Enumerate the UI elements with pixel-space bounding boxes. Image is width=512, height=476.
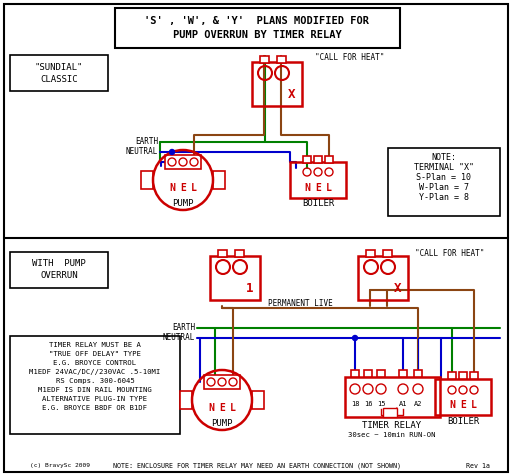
Text: A2: A2 [414, 401, 422, 407]
Text: W-Plan = 7: W-Plan = 7 [419, 182, 469, 191]
Bar [204, 375, 240, 389]
Text: CLASSIC: CLASSIC [40, 75, 78, 83]
Bar [388, 148, 500, 216]
Text: X: X [288, 89, 296, 101]
Text: WITH  PUMP: WITH PUMP [32, 259, 86, 268]
Bar [383, 408, 397, 417]
Text: BOILER: BOILER [447, 416, 479, 426]
Bar [351, 370, 359, 377]
Circle shape [169, 149, 175, 155]
Bar [260, 56, 269, 63]
Bar [470, 372, 478, 379]
Text: BOILER: BOILER [302, 199, 334, 208]
Text: (c) BravySc 2009: (c) BravySc 2009 [30, 464, 90, 468]
Bar [414, 370, 422, 377]
Bar [165, 155, 201, 169]
Bar [345, 377, 440, 417]
Bar [303, 156, 311, 163]
Bar [218, 250, 227, 257]
Text: E.G. BROYCE CONTROL: E.G. BROYCE CONTROL [53, 360, 137, 366]
Text: "SUNDIAL": "SUNDIAL" [35, 62, 83, 71]
Text: TIMER RELAY: TIMER RELAY [362, 420, 421, 429]
Text: PUMP: PUMP [211, 419, 233, 428]
Text: E: E [315, 183, 321, 193]
Bar [358, 256, 408, 300]
Bar [325, 156, 333, 163]
Text: L: L [191, 183, 197, 193]
Text: X: X [394, 282, 402, 296]
Bar [10, 55, 108, 91]
Bar [115, 8, 400, 48]
Text: E: E [460, 400, 466, 410]
Text: N: N [208, 403, 214, 413]
Bar [210, 256, 260, 300]
Text: S-Plan = 10: S-Plan = 10 [416, 172, 472, 181]
Text: N: N [169, 183, 175, 193]
Text: 18: 18 [351, 401, 359, 407]
Text: E: E [180, 183, 186, 193]
Bar [180, 391, 192, 409]
Bar [314, 156, 322, 163]
Text: ALTERNATIVE PLUG-IN TYPE: ALTERNATIVE PLUG-IN TYPE [42, 396, 147, 402]
Text: 30sec ~ 10min RUN-ON: 30sec ~ 10min RUN-ON [348, 432, 436, 438]
Text: NEUTRAL: NEUTRAL [125, 148, 158, 157]
Text: NEUTRAL: NEUTRAL [163, 334, 195, 343]
Text: Rev 1a: Rev 1a [466, 463, 490, 469]
Bar [252, 62, 302, 106]
Text: L: L [326, 183, 332, 193]
Text: E.G. BROYCE B8DF OR B1DF: E.G. BROYCE B8DF OR B1DF [42, 405, 147, 411]
Bar [459, 372, 467, 379]
Text: PUMP OVERRUN BY TIMER RELAY: PUMP OVERRUN BY TIMER RELAY [173, 30, 342, 40]
Text: EARTH: EARTH [172, 324, 195, 333]
Text: E: E [219, 403, 225, 413]
Bar [277, 56, 286, 63]
Text: M1EDF IS DIN RAIL MOUNTING: M1EDF IS DIN RAIL MOUNTING [38, 387, 152, 393]
Bar [366, 250, 375, 257]
Text: NOTE:: NOTE: [432, 152, 457, 161]
Text: N: N [449, 400, 455, 410]
Bar [10, 336, 180, 434]
Bar [141, 171, 153, 189]
Text: "CALL FOR HEAT": "CALL FOR HEAT" [315, 52, 385, 61]
Text: NOTE: ENCLOSURE FOR TIMER RELAY MAY NEED AN EARTH CONNECTION (NOT SHOWN): NOTE: ENCLOSURE FOR TIMER RELAY MAY NEED… [113, 463, 401, 469]
Text: Y-Plan = 8: Y-Plan = 8 [419, 192, 469, 201]
Bar [290, 162, 346, 198]
Text: TIMER RELAY MUST BE A: TIMER RELAY MUST BE A [49, 342, 141, 348]
Text: RS Comps. 300-6045: RS Comps. 300-6045 [56, 378, 134, 384]
Bar [377, 370, 385, 377]
Bar [383, 250, 392, 257]
Text: 16: 16 [364, 401, 372, 407]
Text: N: N [304, 183, 310, 193]
Text: PUMP: PUMP [172, 199, 194, 208]
Text: 15: 15 [377, 401, 385, 407]
Text: "CALL FOR HEAT": "CALL FOR HEAT" [415, 248, 484, 258]
Text: OVERRUN: OVERRUN [40, 271, 78, 280]
Bar [235, 250, 244, 257]
Bar [213, 171, 225, 189]
Text: A1: A1 [399, 401, 407, 407]
Text: 'S' , 'W', & 'Y'  PLANS MODIFIED FOR: 'S' , 'W', & 'Y' PLANS MODIFIED FOR [144, 16, 370, 26]
Bar [364, 370, 372, 377]
Text: PERMANENT LIVE: PERMANENT LIVE [268, 298, 332, 307]
Text: 1: 1 [246, 282, 254, 296]
Bar [252, 391, 264, 409]
Bar [10, 252, 108, 288]
Text: EARTH: EARTH [135, 138, 158, 147]
Bar [399, 370, 407, 377]
Text: M1EDF 24VAC/DC//230VAC .5-10MI: M1EDF 24VAC/DC//230VAC .5-10MI [29, 369, 161, 375]
Text: L: L [230, 403, 236, 413]
Text: L: L [471, 400, 477, 410]
Circle shape [352, 336, 357, 340]
Bar [448, 372, 456, 379]
Text: "TRUE OFF DELAY" TYPE: "TRUE OFF DELAY" TYPE [49, 351, 141, 357]
Bar [435, 379, 491, 415]
Text: TERMINAL "X": TERMINAL "X" [414, 162, 474, 171]
